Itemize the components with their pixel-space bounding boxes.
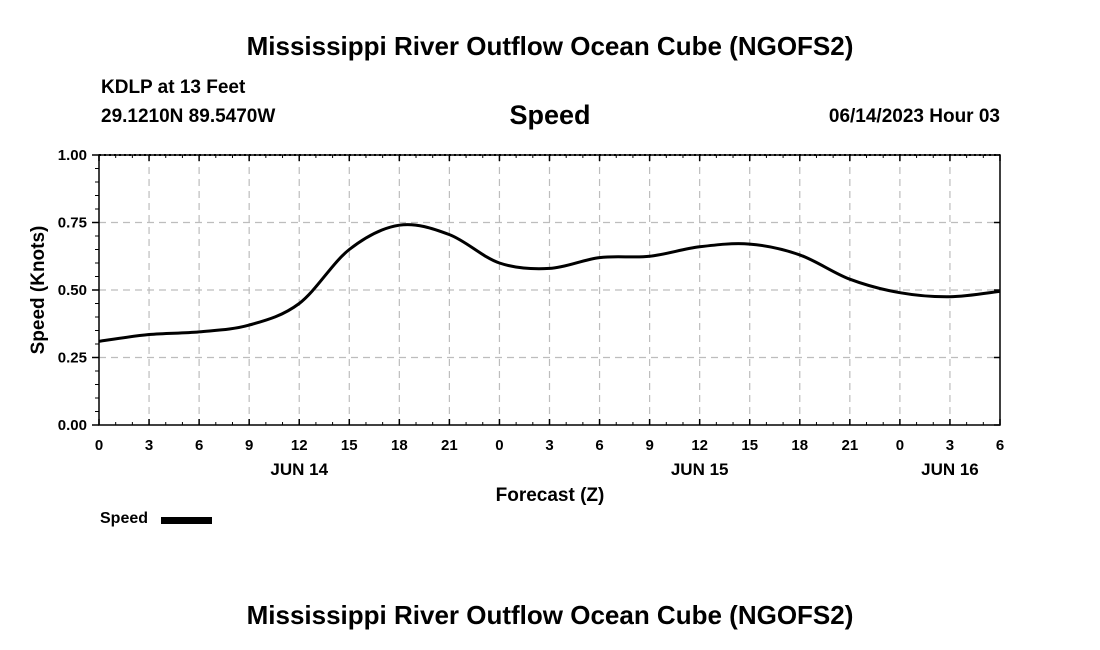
chart-title: Speed [509, 100, 591, 130]
x-tick-label: 3 [946, 437, 954, 454]
x-tick-label: 6 [595, 437, 603, 454]
station-label: KDLP at 13 Feet [101, 77, 246, 98]
day-label: JUN 15 [671, 460, 729, 479]
x-tick-label: 6 [195, 437, 203, 454]
legend-speed-swatch [161, 517, 212, 524]
coordinates-label: 29.1210N 89.5470W [101, 106, 276, 127]
forecast-datetime: 06/14/2023 Hour 03 [828, 106, 1000, 127]
x-tick-label: 3 [545, 437, 553, 454]
day-label: JUN 14 [270, 460, 328, 479]
x-tick-label: 18 [391, 437, 408, 454]
y-tick-label: 0.00 [58, 417, 87, 434]
y-tick-label: 0.75 [58, 215, 87, 232]
x-tick-label: 3 [145, 437, 153, 454]
x-tick-label: 21 [441, 437, 458, 454]
x-tick-label: 9 [245, 437, 253, 454]
x-tick-label: 18 [791, 437, 808, 454]
x-tick-label: 15 [341, 437, 358, 454]
y-tick-label: 1.00 [58, 147, 87, 164]
label-layer: 0 3 6 9 12 15 18 21 0 3 6 9 12 15 18 21 0 3 6 JUN 14 JUN 15 J… [58, 147, 1004, 479]
y-tick-label: 0.50 [58, 282, 87, 299]
grid-layer [99, 155, 1000, 425]
x-tick-label: 0 [495, 437, 503, 454]
x-tick-label: 0 [896, 437, 904, 454]
x-axis-label: Forecast (Z) [496, 485, 605, 506]
y-axis-label: Speed (Knots) [28, 226, 49, 355]
x-tick-label: 12 [291, 437, 308, 454]
day-label: JUN 16 [921, 460, 979, 479]
x-tick-label: 9 [645, 437, 653, 454]
y-tick-label: 0.25 [58, 350, 87, 367]
x-tick-label: 0 [95, 437, 103, 454]
x-tick-label: 6 [996, 437, 1004, 454]
footer-title: Mississippi River Outflow Ocean Cube (NG… [246, 600, 854, 630]
legend-speed-label: Speed [100, 510, 149, 527]
x-tick-label: 12 [691, 437, 708, 454]
tick-layer [92, 154, 1001, 426]
x-tick-label: 15 [741, 437, 758, 454]
speed-series-line [98, 223, 1001, 343]
page-title: Mississippi River Outflow Ocean Cube (NG… [246, 31, 854, 61]
x-tick-label: 21 [841, 437, 858, 454]
